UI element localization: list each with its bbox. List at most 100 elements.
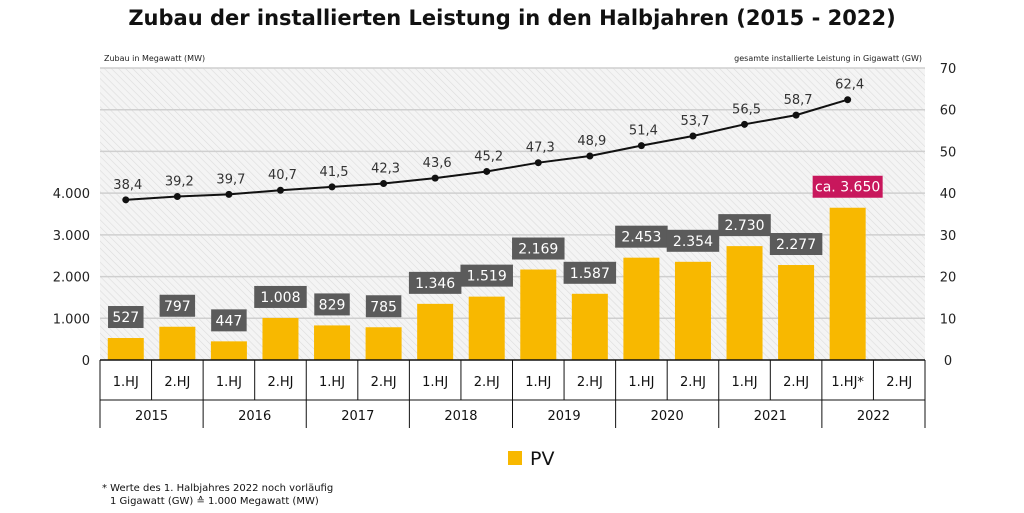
line-label: 42,3	[371, 162, 400, 177]
halfyear-label: 1.HJ	[628, 375, 654, 390]
legend-swatch	[508, 451, 522, 465]
right-tick-label: 0	[944, 354, 952, 369]
bar-label: 2.354	[673, 234, 713, 250]
bar-label: 797	[164, 299, 191, 315]
bar	[726, 246, 763, 360]
year-label: 2019	[548, 409, 581, 424]
line-label: 48,9	[577, 134, 606, 149]
left-tick-label: 0	[82, 354, 90, 369]
line-point	[844, 96, 852, 104]
right-tick-label: 20	[940, 271, 957, 286]
bar-label-box	[314, 293, 350, 316]
halfyear-label: 2.HJ	[886, 375, 912, 390]
line-label: 51,4	[629, 124, 658, 139]
bar-label: 2.277	[776, 237, 816, 253]
right-tick-label: 10	[940, 312, 957, 327]
bar-label: 829	[319, 297, 346, 313]
right-axis-label: gesamte installierte Leistung in Gigawat…	[734, 54, 922, 63]
footnote-line-2: 1 Gigawatt (GW) ≙ 1.000 Megawatt (MW)	[110, 496, 319, 507]
bar-label: 527	[112, 310, 139, 326]
year-label: 2018	[444, 409, 477, 424]
line-point	[483, 167, 491, 175]
bar	[107, 338, 144, 360]
bar-label: 2.730	[724, 218, 764, 234]
line-label: 56,5	[732, 102, 761, 117]
year-label: 2015	[135, 409, 168, 424]
line-point	[276, 186, 284, 194]
line-label: 43,6	[423, 156, 452, 171]
footnote-line-1: * Werte des 1. Halbjahres 2022 noch vorl…	[102, 483, 334, 494]
left-tick-label: 4.000	[53, 187, 90, 202]
left-tick-label: 3.000	[53, 229, 90, 244]
bar	[623, 257, 660, 360]
bar-label-box	[718, 214, 771, 237]
year-label: 2020	[651, 409, 684, 424]
footnote: * Werte des 1. Halbjahres 2022 noch vorl…	[102, 482, 333, 508]
line-label: 58,7	[784, 93, 813, 108]
bar	[365, 327, 402, 360]
bar	[778, 265, 815, 360]
bar-label-box	[666, 229, 720, 252]
right-tick-label: 40	[940, 187, 957, 202]
bar-label-box	[812, 175, 883, 198]
line-point	[792, 111, 800, 119]
line-label: 41,5	[320, 165, 349, 180]
line-point	[741, 120, 749, 128]
bar	[571, 293, 608, 360]
halfyear-label: 2.HJ	[577, 375, 603, 390]
right-tick-label: 70	[940, 62, 957, 77]
line-point	[637, 142, 645, 150]
halfyear-label: 1.HJ	[319, 375, 345, 390]
halfyear-label: 1.HJ*	[831, 375, 864, 390]
bar	[829, 207, 866, 360]
bar-label: ca. 3.650	[815, 180, 880, 196]
bar	[417, 303, 454, 360]
line-point	[534, 159, 542, 167]
right-tick-label: 30	[940, 229, 957, 244]
line-label: 39,7	[216, 172, 245, 187]
year-label: 2017	[341, 409, 374, 424]
bar-label: 1.519	[467, 269, 507, 285]
bar	[159, 326, 196, 360]
bar-label-box	[159, 294, 196, 317]
line-point	[380, 180, 388, 188]
bar-label: 447	[216, 313, 243, 329]
halfyear-label: 1.HJ	[732, 375, 758, 390]
bar-label-box	[615, 225, 668, 248]
bar	[468, 296, 505, 360]
bar-label-box	[211, 309, 247, 332]
halfyear-label: 2.HJ	[267, 375, 293, 390]
left-axis-label: Zubau in Megawatt (MW)	[104, 54, 206, 63]
bar-label-box	[408, 271, 462, 294]
bar-label: 1.346	[415, 276, 455, 292]
bar-label-box	[460, 264, 513, 287]
halfyear-label: 1.HJ	[216, 375, 242, 390]
chart-title: Zubau der installierten Leistung in den …	[128, 6, 896, 30]
line-label: 53,7	[680, 114, 709, 129]
bar	[262, 317, 299, 360]
bar-label-box	[512, 237, 565, 260]
line-point	[431, 174, 439, 182]
halfyear-label: 2.HJ	[474, 375, 500, 390]
halfyear-label: 1.HJ	[113, 375, 139, 390]
bar-label: 2.453	[621, 230, 661, 246]
bar	[674, 261, 711, 360]
line-point	[225, 190, 233, 198]
line-label: 47,3	[526, 141, 555, 156]
bar-label: 1.008	[260, 290, 300, 306]
left-tick-label: 1.000	[53, 312, 90, 327]
halfyear-label: 1.HJ	[422, 375, 448, 390]
halfyear-label: 2.HJ	[371, 375, 397, 390]
year-label: 2021	[754, 409, 787, 424]
bar-label: 1.587	[570, 266, 610, 282]
bar-label-box	[365, 295, 402, 318]
bar-label: 2.169	[518, 242, 558, 258]
bar-label: 785	[370, 299, 397, 315]
line-label: 40,7	[268, 168, 297, 183]
right-tick-label: 50	[940, 145, 957, 160]
halfyear-label: 2.HJ	[680, 375, 706, 390]
line-label: 39,2	[165, 174, 194, 189]
line-point	[173, 192, 181, 200]
